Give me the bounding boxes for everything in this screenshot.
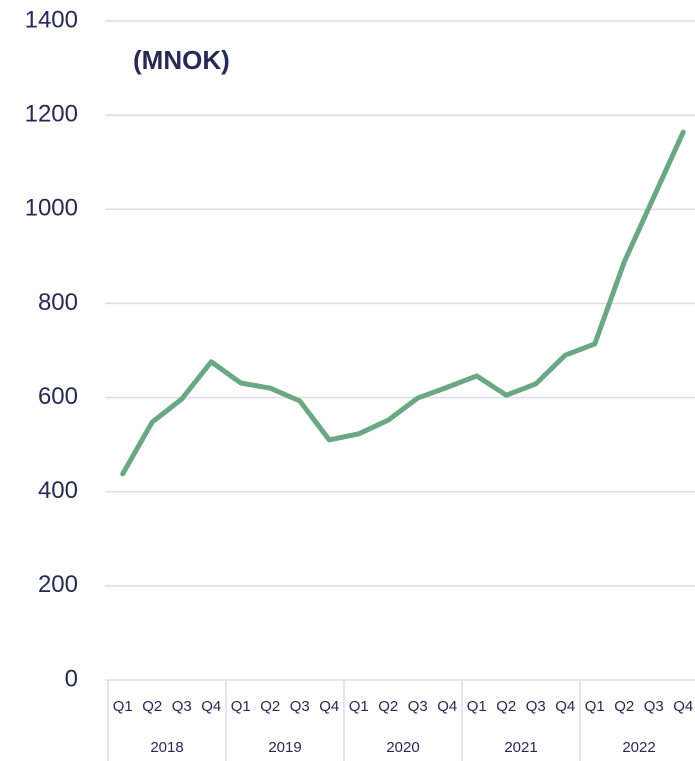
x-tick-label: Q2	[614, 698, 634, 715]
y-tick-label: 600	[38, 383, 78, 410]
x-group-label: 2022	[622, 739, 655, 756]
x-group-label: 2021	[504, 739, 537, 756]
x-tick-label: Q1	[349, 698, 369, 715]
x-tick-label: Q3	[408, 698, 428, 715]
line	[120, 129, 686, 477]
y-tick-label: 200	[38, 571, 78, 598]
x-tick-label: Q3	[526, 698, 546, 715]
x-tick-label: Q2	[260, 698, 280, 715]
x-tick-label: Q4	[437, 698, 457, 715]
x-tick-label: Q3	[290, 698, 310, 715]
x-tick-label: Q4	[555, 698, 575, 715]
x-tick-label: Q1	[231, 698, 251, 715]
y-tick-label: 800	[38, 289, 78, 316]
y-tick-label: 1000	[25, 195, 78, 222]
y-tick-label: 400	[38, 477, 78, 504]
x-tick-label: Q1	[585, 698, 605, 715]
x-tick-label: Q3	[644, 698, 664, 715]
x-tick-label: Q1	[467, 698, 487, 715]
x-tick-label: Q4	[673, 698, 693, 715]
x-tick-label: Q2	[496, 698, 516, 715]
x-tick-label: Q4	[201, 698, 221, 715]
x-tick-label: Q2	[142, 698, 162, 715]
x-tick-label: Q1	[113, 698, 133, 715]
x-group-label: 2020	[386, 739, 419, 756]
y-tick-label: 1400	[25, 6, 78, 33]
x-tick-label: Q3	[172, 698, 192, 715]
x-group-label: 2018	[150, 739, 183, 756]
x-group-label: 2019	[268, 739, 301, 756]
x-tick-label: Q2	[378, 698, 398, 715]
y-tick-label: 1200	[25, 100, 78, 127]
y-tick-label: 0	[65, 665, 78, 692]
x-tick-label: Q4	[319, 698, 339, 715]
chart-title: (MNOK)	[133, 45, 230, 75]
